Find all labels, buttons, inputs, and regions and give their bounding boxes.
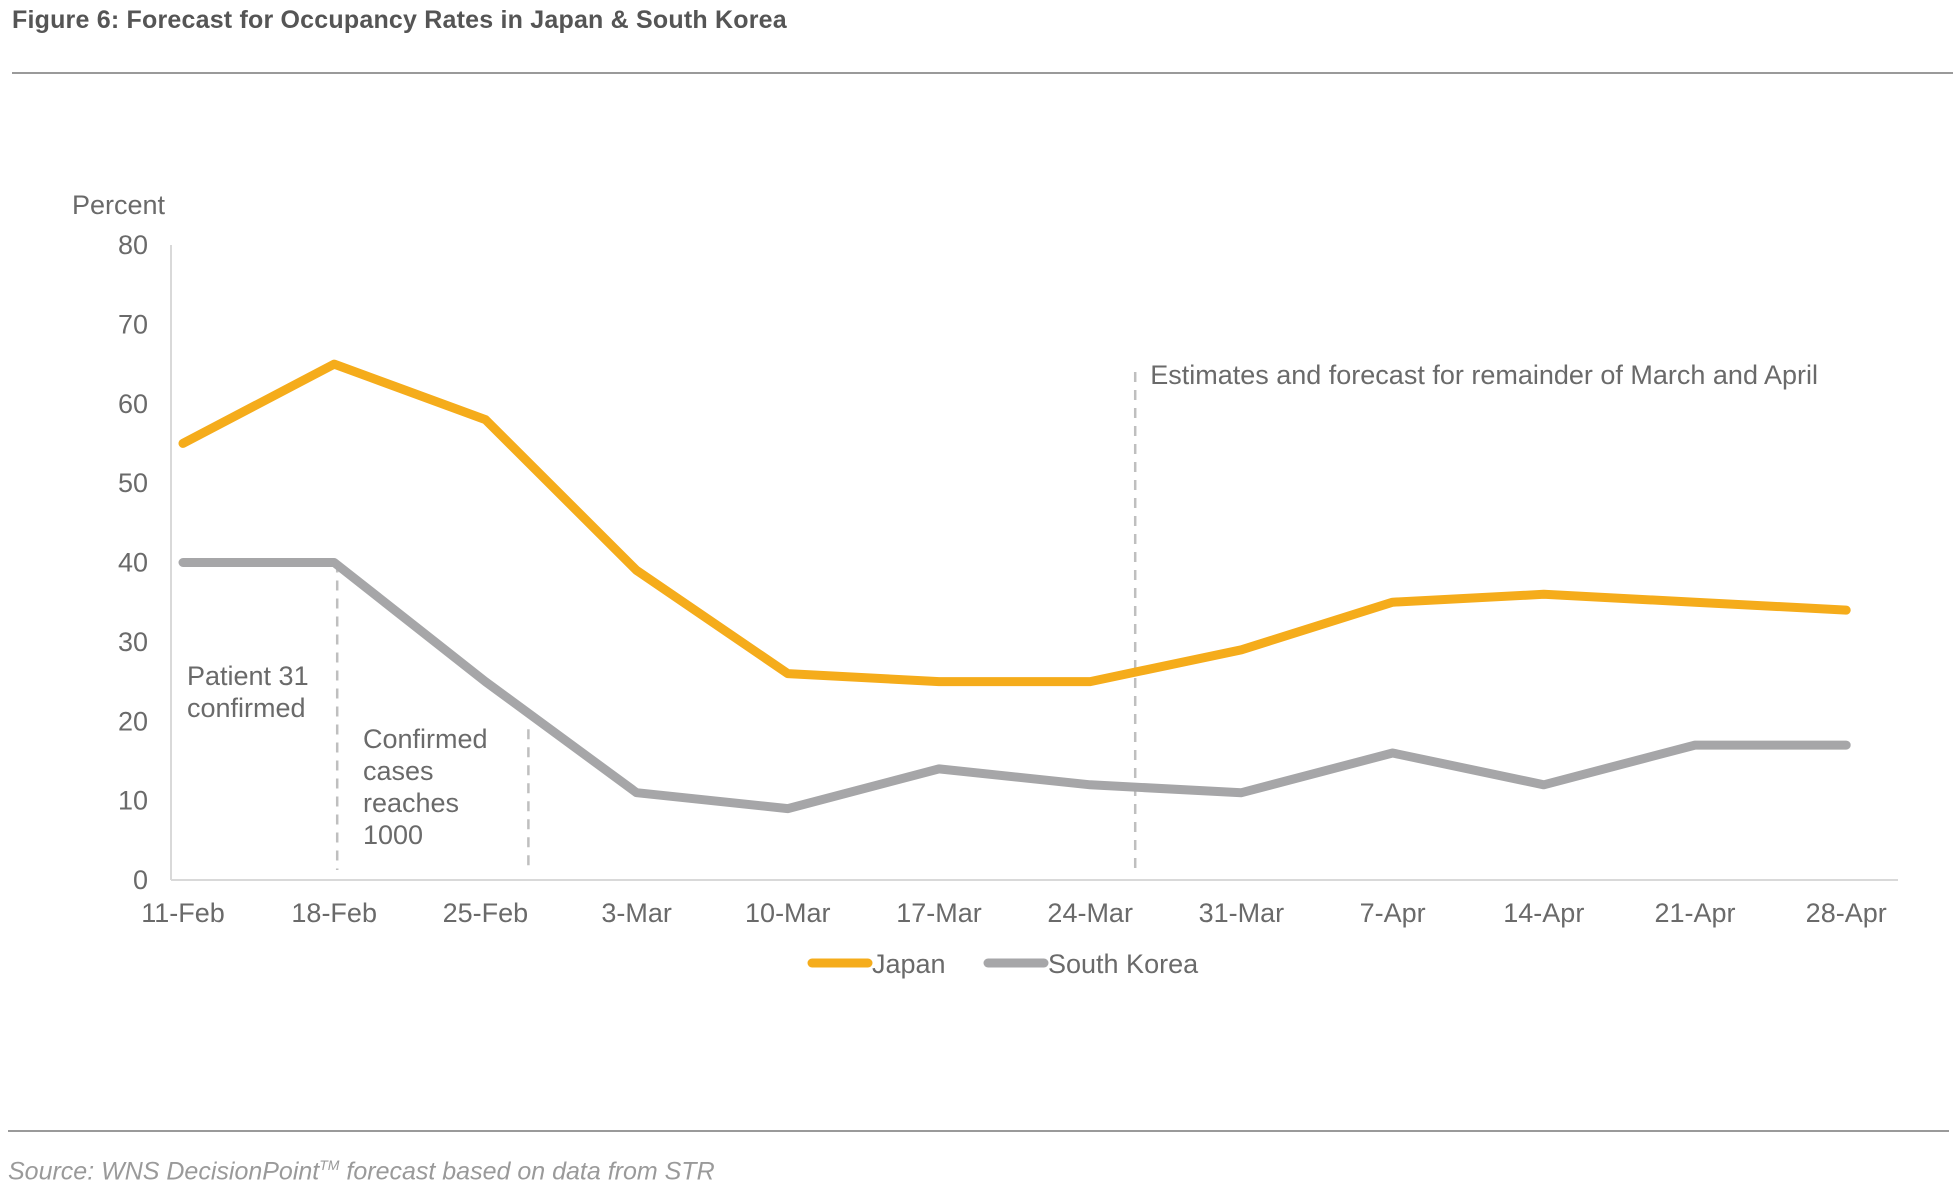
y-tick-label: 30 [118,627,148,657]
annotation-text: Estimates and forecast for remainder of … [1150,360,1818,390]
x-tick-label: 24-Mar [1047,898,1133,928]
x-tick-label: 25-Feb [443,898,529,928]
y-tick-label: 80 [118,230,148,260]
figure-title: Figure 6: Forecast for Occupancy Rates i… [12,6,787,34]
source-note: Source: WNS DecisionPointTM forecast bas… [8,1157,715,1186]
annotation-forecast: Estimates and forecast for remainder of … [1133,360,1818,870]
trademark-mark: TM [319,1157,340,1173]
title-divider [12,72,1953,74]
annotations: Patient 31confirmedConfirmedcasesreaches… [187,360,1818,870]
axes [170,245,1898,881]
x-tick-label: 10-Mar [745,898,831,928]
y-tick-label: 0 [133,865,148,895]
series-line-japan [178,359,1851,687]
series-line-south-korea [178,558,1851,814]
x-tick-label: 7-Apr [1360,898,1426,928]
annotation-text: confirmed [187,693,306,723]
x-tick-label: 31-Mar [1199,898,1285,928]
source-divider [8,1130,1949,1132]
source-suffix: forecast based on data from STR [339,1157,715,1186]
y-tick-label: 70 [118,309,148,339]
x-tick-label: 21-Apr [1654,898,1735,928]
y-tick-labels: 0 10 20 30 40 50 60 70 80 [118,230,148,895]
x-tick-label: 11-Feb [141,898,225,928]
legend-entry-south-korea: South Korea [983,949,1199,979]
x-tick-label: 17-Mar [896,898,982,928]
annotation-text: cases [363,756,434,786]
annotation-text: Confirmed [363,724,488,754]
legend-label: Japan [872,949,946,979]
series-lines [178,359,1851,814]
x-tick-label: 28-Apr [1806,898,1887,928]
y-tick-label: 60 [118,389,148,419]
x-tick-label: 14-Apr [1503,898,1584,928]
y-tick-label: 40 [118,548,148,578]
annotation-text: Patient 31 [187,661,309,691]
y-axis-title: Percent [72,190,166,220]
source-prefix: Source: WNS DecisionPoint [8,1157,320,1186]
y-tick-label: 10 [118,786,148,816]
annotation-text: reaches [363,788,459,818]
y-tick-label: 50 [118,468,148,498]
y-tick-label: 20 [118,706,148,736]
legend-entry-japan: Japan [807,949,946,979]
legend-label: South Korea [1048,949,1199,979]
annotation-text: 1000 [363,820,423,850]
x-tick-label: 18-Feb [291,898,377,928]
legend: Japan South Korea [807,949,1199,979]
x-tick-labels: 11-Feb 18-Feb 25-Feb 3-Mar 10-Mar 17-Mar 24-Ma… [141,898,1886,928]
x-tick-label: 3-Mar [601,898,672,928]
